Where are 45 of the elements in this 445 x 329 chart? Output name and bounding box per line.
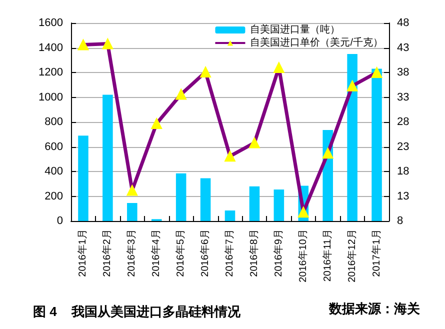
x-tick-label: 2016年5月 bbox=[174, 229, 187, 277]
bar bbox=[200, 178, 211, 221]
y2-tick-label: 48 bbox=[397, 17, 410, 29]
x-tick-label: 2017年1月 bbox=[370, 229, 382, 277]
x-tick-label: 2016年9月 bbox=[272, 229, 284, 277]
y2-tick-label: 38 bbox=[397, 66, 410, 78]
source-note: 数据来源：海关 bbox=[328, 301, 421, 316]
text: 图 4 我国从美国进口多晶硅料情况 bbox=[33, 304, 242, 319]
x-tick-label: 2016年12月 bbox=[346, 229, 358, 282]
bar bbox=[372, 68, 382, 221]
y2-tick-label: 18 bbox=[397, 166, 410, 178]
bar bbox=[78, 136, 88, 221]
x-tick-label: 2016年2月 bbox=[101, 229, 114, 277]
x-tick-label: 2016年7月 bbox=[224, 229, 236, 277]
y-tick-label: 1000 bbox=[38, 91, 63, 104]
y2-tick-label: 23 bbox=[397, 140, 410, 153]
bar bbox=[224, 210, 236, 221]
y-tick-label: 600 bbox=[44, 140, 63, 153]
x-tick-label: 2016年11月 bbox=[321, 229, 334, 282]
bar bbox=[274, 189, 284, 221]
y-tick-label: 1600 bbox=[38, 17, 63, 29]
legend-label: 自美国进口量（吨） bbox=[250, 24, 340, 36]
x-tick-label: 2016年3月 bbox=[126, 229, 138, 277]
legend-label: 自美国进口单价（美元/千克） bbox=[250, 36, 384, 48]
y2-tick-label: 28 bbox=[397, 116, 410, 128]
y-tick-label: 400 bbox=[44, 166, 63, 178]
x-tick-label: 2016年10月 bbox=[296, 229, 309, 282]
x-tick-label: 2016年6月 bbox=[199, 229, 212, 277]
y-tick-label: 0 bbox=[56, 215, 63, 227]
y2-tick-label: 13 bbox=[397, 190, 410, 202]
bar bbox=[176, 173, 186, 221]
x-tick-label: 2016年4月 bbox=[150, 229, 162, 277]
y2-tick-label: 8 bbox=[397, 215, 404, 227]
y-tick-label: 800 bbox=[44, 116, 63, 128]
y-tick-label: 1200 bbox=[38, 66, 63, 78]
bar bbox=[127, 203, 138, 221]
x-tick-label: 2016年8月 bbox=[248, 229, 260, 277]
bar bbox=[249, 186, 260, 221]
y2-tick-label: 33 bbox=[397, 91, 410, 104]
y-tick-label: 200 bbox=[44, 190, 63, 202]
x-tick-label: 2016年1月 bbox=[76, 229, 89, 277]
y-tick-label: 1400 bbox=[38, 42, 63, 54]
bar bbox=[102, 94, 113, 221]
y2-tick-label: 43 bbox=[397, 42, 410, 54]
bar bbox=[347, 54, 358, 221]
